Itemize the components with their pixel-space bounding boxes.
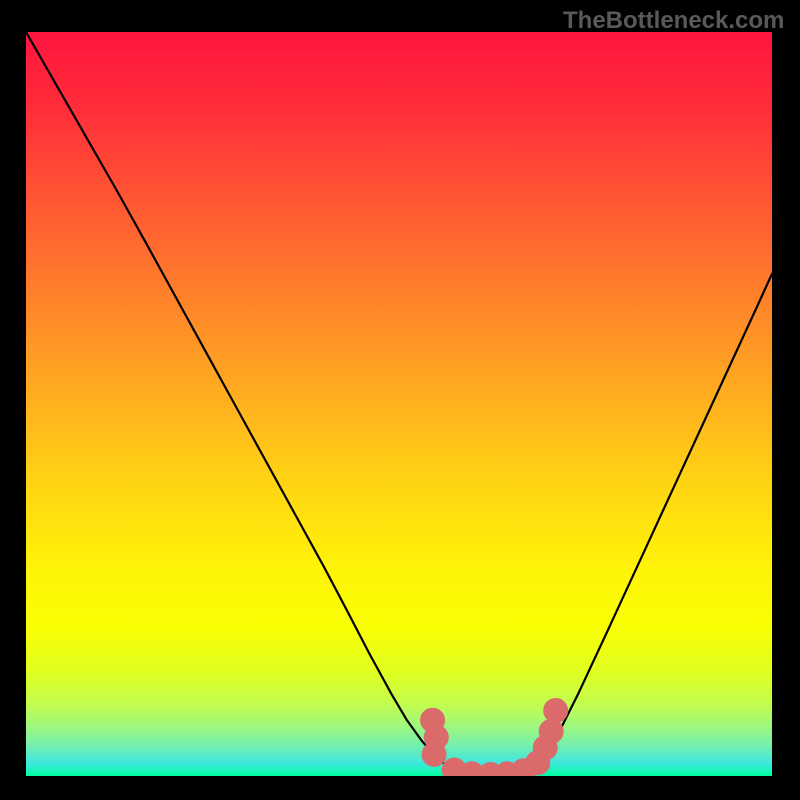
plot-area — [26, 32, 772, 776]
chart-svg — [26, 32, 772, 776]
curve-marker — [539, 719, 563, 743]
watermark-text: TheBottleneck.com — [563, 7, 784, 35]
curve-marker — [544, 699, 568, 723]
curve-marker — [421, 708, 445, 732]
gradient-background — [26, 32, 772, 776]
chart-frame: TheBottleneck.com — [0, 0, 800, 800]
